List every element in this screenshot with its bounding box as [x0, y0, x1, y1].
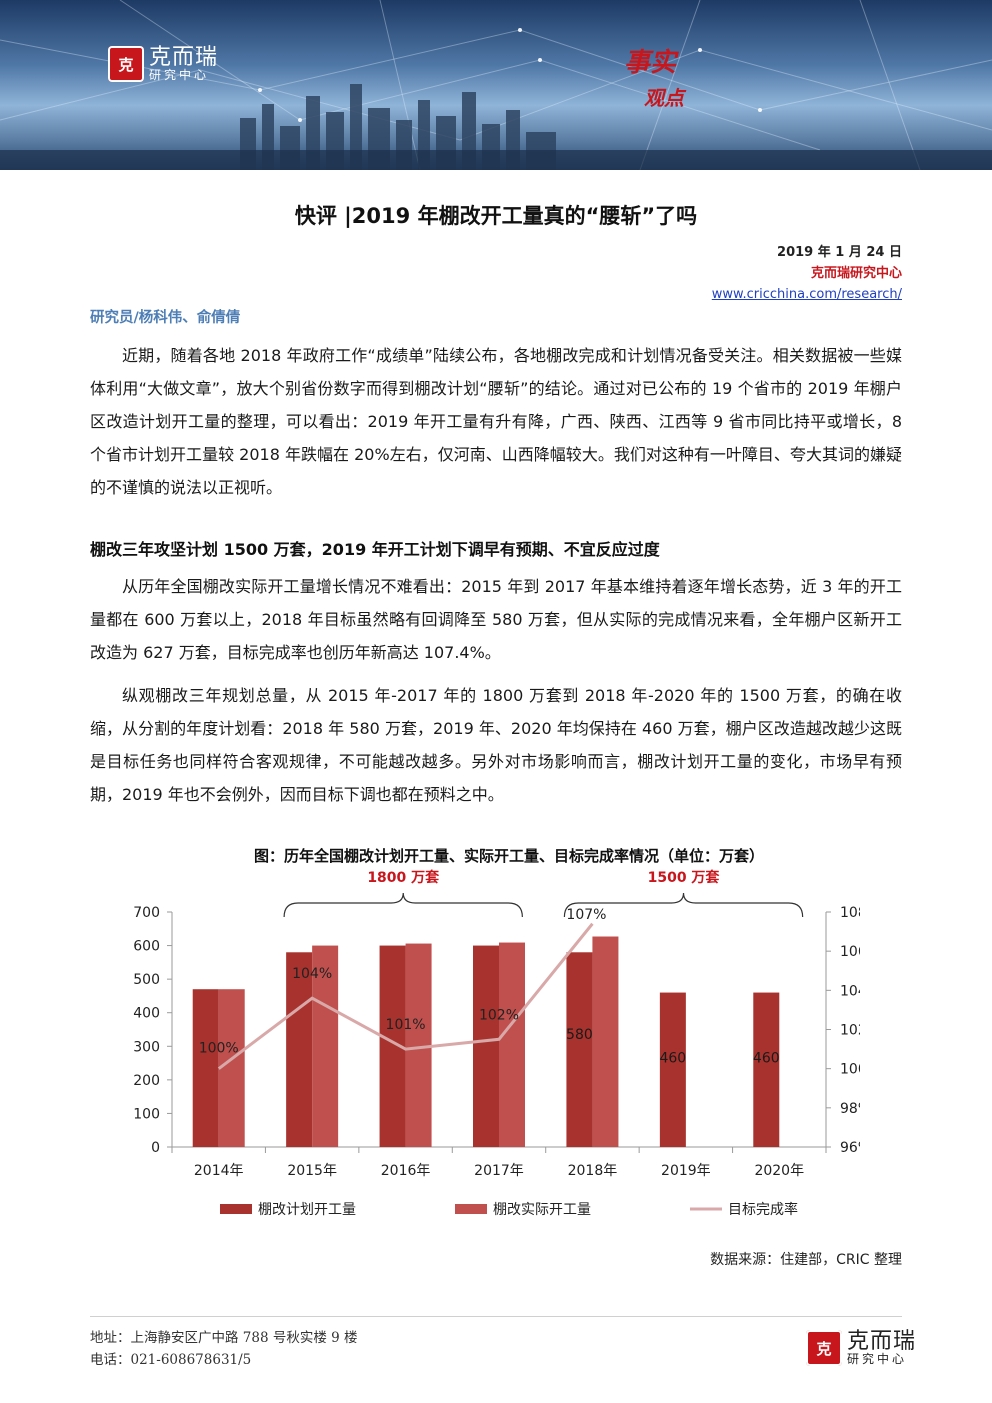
- bar-data-label: 580: [566, 1027, 593, 1043]
- bar-actual: [312, 945, 339, 1147]
- y-tick-label: 300: [133, 1039, 160, 1055]
- page-title: 快评 |2019 年棚改开工量真的“腰斩”了吗: [294, 204, 698, 228]
- footer-logo: 克 克而瑞 研究中心: [806, 1330, 916, 1366]
- footer-address: 地址：上海静安区广中路 788 号秋实楼 9 楼: [90, 1330, 358, 1346]
- slogan: 事实 观点: [620, 42, 710, 122]
- footer-seal-icon: 克: [806, 1330, 842, 1366]
- legend-swatch-actual: [455, 1204, 487, 1214]
- intro-paragraph: 近期，随着各地 2018 年政府工作“成绩单”陆续公布，各地棚改完成和计划情况备…: [90, 346, 902, 497]
- range-bracket: [563, 892, 804, 918]
- brand-seal-icon: 克: [108, 46, 144, 82]
- line-data-label: 100%: [199, 1041, 239, 1057]
- bracket-label: 1800 万套: [367, 869, 439, 886]
- line-data-label: 104%: [292, 966, 332, 982]
- footer-phone: 电话：021-60867863: [90, 1352, 230, 1368]
- y2-tick-label: 106%: [840, 944, 860, 960]
- bar-planned: [753, 992, 780, 1147]
- bar-planned: [192, 989, 219, 1147]
- footer-brand-subtitle: 研究中心: [847, 1352, 908, 1367]
- report-date: 2019 年 1 月 24 日: [777, 245, 902, 260]
- bar-data-label: 460: [753, 1050, 780, 1066]
- y2-tick-label: 100%: [840, 1062, 860, 1078]
- chart-title: 图：历年全国棚改计划开工量、实际开工量、目标完成率情况（单位：万套）: [253, 847, 764, 865]
- line-data-label: 102%: [479, 1007, 519, 1023]
- footer-phone-line: 电话：021-608678631/5: [90, 1348, 251, 1368]
- x-tick-label: 2014年: [194, 1163, 244, 1179]
- slogan-line2: 观点: [644, 86, 684, 110]
- brand-name: 克而瑞: [149, 45, 219, 71]
- y2-tick-label: 102%: [840, 1023, 860, 1039]
- brand-subtitle: 研究中心: [149, 68, 210, 83]
- slogan-line1: 事实: [624, 48, 677, 78]
- bar-planned: [286, 952, 313, 1147]
- y-tick-label: 0: [151, 1140, 160, 1156]
- header-banner: 克 克而瑞 研究中心 事实 观点: [0, 0, 992, 170]
- line-data-label: 101%: [386, 1017, 426, 1033]
- legend-label-planned: 棚改计划开工量: [258, 1202, 356, 1218]
- completion-rate-line: [217, 922, 594, 1070]
- y2-tick-label: 108%: [840, 905, 860, 921]
- x-tick-label: 2015年: [287, 1163, 337, 1179]
- y-tick-label: 400: [133, 1006, 160, 1022]
- city-skyline-image: [0, 0, 992, 170]
- data-source: 数据来源：住建部，CRIC 整理: [710, 1252, 902, 1268]
- y2-tick-label: 98%: [840, 1101, 860, 1117]
- bar-data-label: 460: [659, 1050, 686, 1066]
- shantytown-chart: 0 100 200 300 400 500 600 700 96% 98% 100% 102% 104%…: [133, 869, 860, 1218]
- footer-divider: [90, 1316, 902, 1317]
- paragraph-2: 从历年全国棚改实际开工量增长情况不难看出：2015 年到 2017 年基本维持着…: [90, 577, 902, 662]
- brand-logo: 克 克而瑞 研究中心: [108, 46, 218, 82]
- bar-actual: [592, 936, 619, 1147]
- legend-label-rate: 目标完成率: [728, 1201, 798, 1218]
- authors: 研究员/杨科伟、俞倩倩: [90, 310, 241, 326]
- legend-swatch-planned: [220, 1204, 252, 1214]
- bar-planned: [566, 952, 593, 1147]
- y-tick-label: 600: [133, 939, 160, 955]
- range-bracket: [283, 892, 523, 918]
- x-tick-label: 2018年: [568, 1163, 618, 1179]
- x-tick-label: 2017年: [474, 1163, 524, 1179]
- y-tick-label: 500: [133, 972, 160, 988]
- y2-tick-label: 104%: [840, 983, 860, 999]
- y2-tick-label: 96%: [840, 1140, 860, 1156]
- y-tick-label: 700: [133, 905, 160, 921]
- bracket-label: 1500 万套: [648, 869, 720, 886]
- line-data-label: 107%: [566, 907, 606, 923]
- paragraph-3: 纵观棚改三年规划总量，从 2015 年-2017 年的 1800 万套到 201…: [90, 686, 902, 804]
- x-tick-label: 2016年: [381, 1163, 431, 1179]
- x-tick-label: 2020年: [754, 1163, 804, 1179]
- bar-actual: [218, 989, 245, 1147]
- bar-actual: [499, 942, 525, 1147]
- footer-brand-name: 克而瑞: [847, 1329, 917, 1355]
- report-meta: 2019 年 1 月 24 日 克而瑞研究中心 www.cricchina.co…: [712, 242, 902, 305]
- legend-label-actual: 棚改实际开工量: [493, 1202, 591, 1218]
- report-link[interactable]: www.cricchina.com/research/: [711, 287, 902, 302]
- y-tick-label: 100: [133, 1106, 160, 1122]
- y-tick-label: 200: [133, 1073, 160, 1089]
- bar-planned: [659, 992, 686, 1147]
- x-tick-label: 2019年: [661, 1163, 711, 1179]
- page-number: 1/5: [229, 1352, 252, 1368]
- report-org: 克而瑞研究中心: [810, 266, 902, 281]
- section-heading: 棚改三年攻坚计划 1500 万套，2019 年开工计划下调早有预期、不宜反应过度: [90, 540, 660, 559]
- bar-actual: [405, 943, 432, 1147]
- bar-planned: [473, 945, 499, 1147]
